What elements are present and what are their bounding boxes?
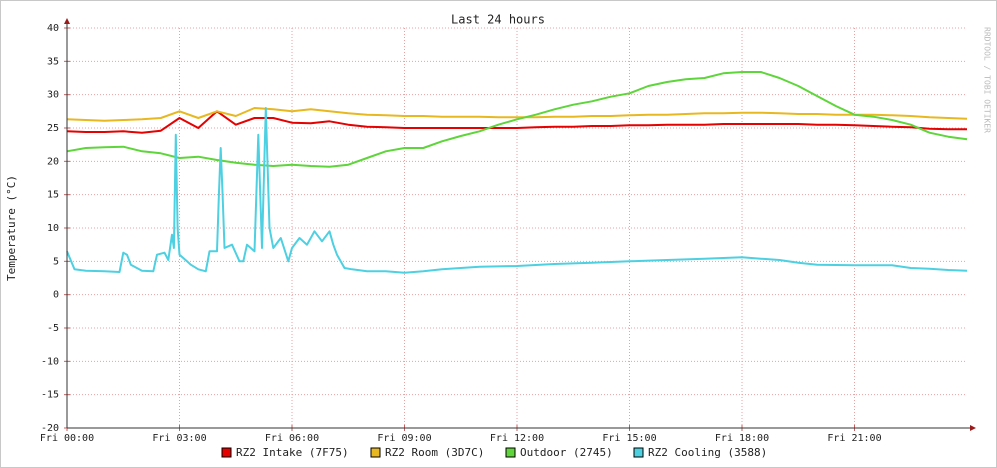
y-tick-label: -5: [47, 323, 59, 334]
y-tick-label: 15: [47, 190, 59, 201]
y-arrow: [64, 18, 70, 24]
y-tick-label: 40: [47, 23, 59, 34]
x-tick-label: Fri 21:00: [827, 433, 881, 444]
y-tick-label: 20: [47, 156, 59, 167]
x-tick-label: Fri 03:00: [152, 433, 206, 444]
y-tick-label: 35: [47, 56, 59, 67]
y-tick-label: 0: [53, 290, 59, 301]
legend-label: RZ2 Room (3D7C): [385, 446, 484, 459]
legend-label: RZ2 Intake (7F75): [236, 446, 349, 459]
y-axis-label: Temperature (°C): [5, 175, 18, 281]
x-tick-label: Fri 09:00: [377, 433, 431, 444]
legend: RZ2 Intake (7F75) RZ2 Room (3D7C) Outdoor …: [221, 446, 767, 459]
y-tick-label: 30: [47, 90, 59, 101]
legend-label: Outdoor (2745): [520, 446, 613, 459]
x-arrow: [970, 425, 976, 431]
legend-swatch: [633, 447, 644, 458]
y-tick-label: 25: [47, 123, 59, 134]
x-tick-label: Fri 06:00: [265, 433, 319, 444]
chart-title: Last 24 hours: [451, 13, 545, 27]
plot: [66, 71, 968, 274]
series-line: [66, 71, 968, 168]
x-tick-label: Fri 00:00: [40, 433, 94, 444]
y-tick-label: -15: [41, 390, 59, 401]
series-line: [66, 107, 968, 122]
legend-swatch: [221, 447, 232, 458]
x-tick-label: Fri 18:00: [715, 433, 769, 444]
legend-swatch: [505, 447, 516, 458]
x-tick-label: Fri 12:00: [490, 433, 544, 444]
y-tick-label: -10: [41, 356, 59, 367]
watermark: RRDTOOL / TOBI OETIKER: [983, 27, 992, 133]
legend-label: RZ2 Cooling (3588): [648, 446, 767, 459]
legend-swatch: [370, 447, 381, 458]
x-tick-label: Fri 15:00: [602, 433, 656, 444]
y-tick-label: 5: [53, 256, 59, 267]
y-tick-label: 10: [47, 223, 59, 234]
series-line: [66, 107, 968, 274]
y-tick-label: -20: [41, 423, 59, 434]
